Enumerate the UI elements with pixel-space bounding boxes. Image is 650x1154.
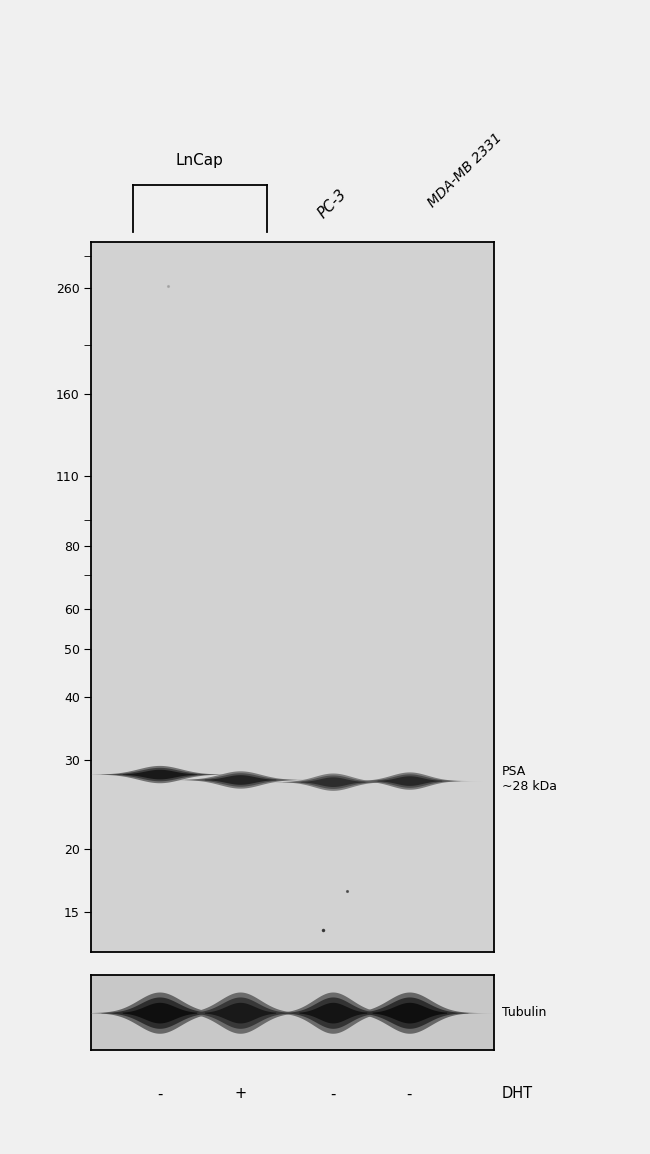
Text: -: -: [330, 1087, 335, 1101]
Text: PSA
~28 kDa: PSA ~28 kDa: [502, 765, 557, 794]
Text: MDA-MB 2331: MDA-MB 2331: [426, 130, 505, 210]
Text: +: +: [234, 1087, 246, 1101]
Text: PC-3: PC-3: [316, 187, 350, 220]
Text: LnCap: LnCap: [176, 152, 224, 167]
Text: DHT: DHT: [502, 1087, 533, 1101]
Text: Tubulin: Tubulin: [502, 1006, 547, 1019]
Text: -: -: [407, 1087, 412, 1101]
Text: -: -: [157, 1087, 162, 1101]
